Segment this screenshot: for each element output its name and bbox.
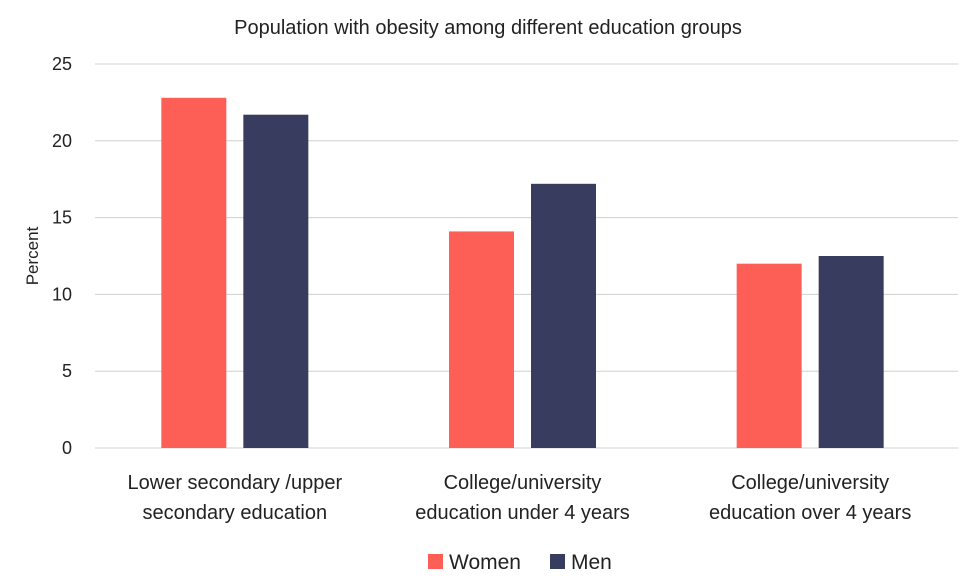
- gridlines: [95, 63, 958, 449]
- bar-women: [161, 97, 227, 449]
- x-category-label: Lower secondary /upper: [128, 472, 343, 494]
- y-tick-label: 0: [62, 438, 72, 458]
- x-category-label: secondary education: [143, 502, 328, 524]
- chart-title: Population with obesity among different …: [234, 17, 742, 39]
- bar-women: [449, 231, 514, 448]
- y-tick-label: 25: [52, 54, 72, 74]
- bar-men: [531, 183, 596, 449]
- x-axis-categories: Lower secondary /upper secondary educatio…: [128, 472, 912, 524]
- legend-swatch-women: [428, 554, 443, 569]
- y-axis-ticks: 0 5 10 15 20 25: [52, 54, 72, 458]
- x-category-label: education over 4 years: [709, 502, 911, 524]
- legend-label-men: Men: [571, 551, 612, 574]
- legend-swatch-men: [550, 554, 565, 569]
- y-tick-label: 20: [52, 131, 72, 151]
- y-tick-label: 10: [52, 284, 72, 304]
- y-tick-label: 15: [52, 208, 72, 228]
- x-category-label: College/university: [731, 472, 889, 494]
- y-tick-label: 5: [62, 361, 72, 381]
- legend-label-women: Women: [449, 551, 521, 574]
- bar-women: [736, 263, 802, 448]
- x-category-label: education under 4 years: [415, 502, 630, 524]
- legend: Women Men: [428, 551, 612, 574]
- x-category-label: College/university: [444, 472, 602, 494]
- bars: [161, 97, 884, 449]
- bar-men: [818, 256, 884, 448]
- bar-men: [243, 114, 309, 449]
- y-axis-label: Percent: [23, 226, 42, 285]
